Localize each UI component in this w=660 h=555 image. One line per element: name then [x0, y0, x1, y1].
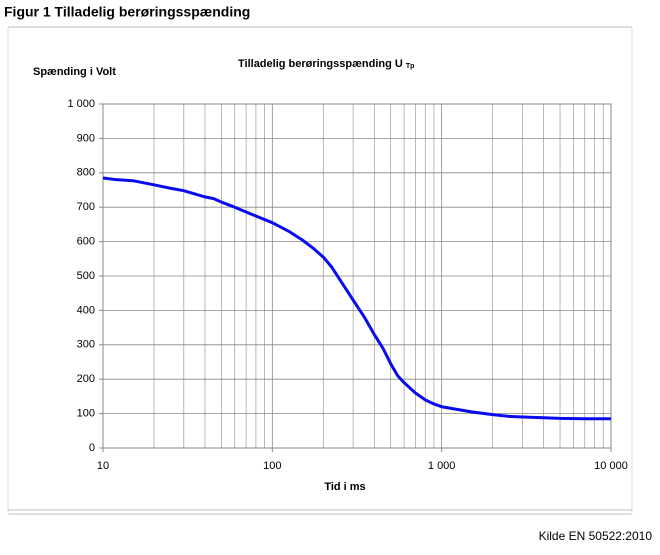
x-tick-label: 100: [263, 460, 281, 472]
series-line: [102, 176, 611, 421]
x-tick-label: 1 000: [428, 460, 456, 472]
figure-title: Figur 1 Tilladelig berøringsspænding: [4, 4, 250, 20]
x-tick-label: 10 000: [594, 460, 628, 472]
y-tick-label: 300: [77, 339, 95, 351]
plot-border: [102, 103, 612, 449]
y-tick-label: 900: [77, 132, 95, 144]
x-tick-label: 10: [97, 460, 109, 472]
y-tick-label: 600: [77, 236, 95, 248]
y-tick-label: 1 000: [67, 98, 95, 110]
title-sub: Tp: [406, 63, 415, 70]
y-tick-label: 100: [77, 408, 95, 420]
y-tick-label: 700: [77, 201, 95, 213]
source: Kilde EN 50522:2010: [539, 529, 653, 543]
y-axis-label: Spænding i Volt: [33, 66, 116, 78]
x-axis-label: Tid i ms: [324, 481, 365, 493]
y-tick-label: 400: [77, 304, 95, 316]
y-tick-label: 800: [77, 167, 95, 179]
title-main: Tilladelig berøringsspænding U: [238, 58, 403, 70]
y-tick-label: 200: [77, 373, 95, 385]
chart-title: Tilladelig berøringsspænding U Tp: [238, 58, 414, 70]
y-tick-label: 0: [89, 442, 95, 454]
y-tick-label: 500: [77, 270, 95, 282]
